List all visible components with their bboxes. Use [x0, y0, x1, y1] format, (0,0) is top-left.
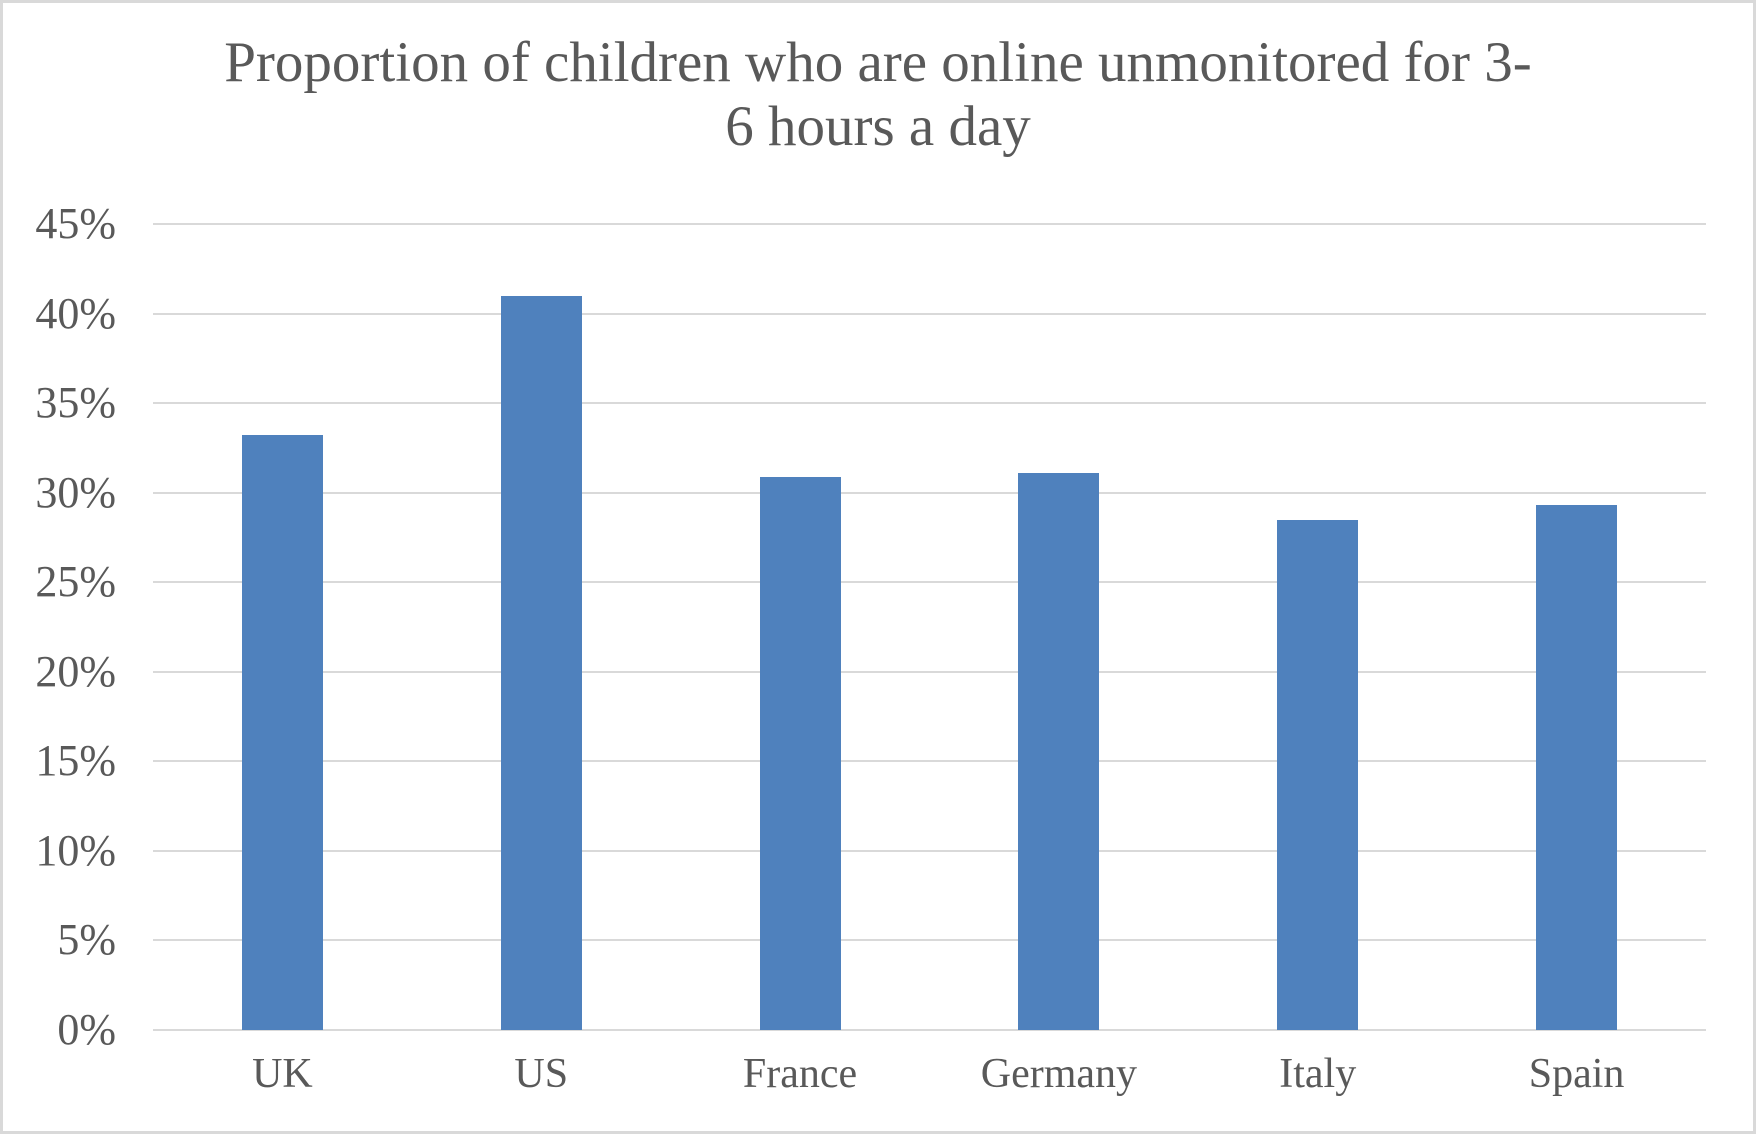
bar-uk [241, 435, 323, 1030]
y-axis-tick-label: 30% [35, 467, 116, 517]
gridline-35pct [153, 402, 1706, 405]
x-axis-category-label: US [514, 1051, 569, 1097]
gridline-25pct [153, 581, 1706, 584]
y-axis-tick-label: 5% [57, 915, 116, 965]
bar-italy [1277, 519, 1359, 1030]
chart-title: Proportion of children who are online un… [3, 31, 1753, 159]
y-axis-tick-label: 15% [35, 736, 116, 786]
gridline-0pct [153, 1029, 1706, 1031]
x-axis-category-label: Germany [980, 1051, 1138, 1097]
y-axis-tick-label: 20% [35, 646, 116, 696]
y-axis-tick-label: 25% [35, 557, 116, 607]
x-axis-category-label: UK [252, 1051, 313, 1097]
y-axis-tick-label: 10% [35, 825, 116, 875]
bar-us [500, 295, 582, 1030]
chart-title-line-2: 6 hours a day [725, 95, 1031, 158]
y-axis-tick-label: 0% [57, 1005, 116, 1054]
gridline-20pct [153, 670, 1706, 673]
bar-france [759, 476, 841, 1030]
y-axis-tick-label: 40% [35, 288, 116, 338]
x-axis-category-label: France [742, 1051, 858, 1097]
gridline-40pct [153, 312, 1706, 315]
gridline-30pct [153, 491, 1706, 494]
bar-spain [1536, 505, 1618, 1030]
y-axis-tick-label: 45% [35, 199, 116, 248]
gridline-15pct [153, 760, 1706, 763]
x-axis-category-label: Spain [1528, 1051, 1625, 1097]
x-axis-category-label: Italy [1279, 1051, 1357, 1097]
gridline-5pct [153, 939, 1706, 942]
gridline-45pct [153, 223, 1706, 225]
bar-germany [1018, 472, 1100, 1030]
y-axis-tick-label: 35% [35, 378, 116, 428]
chart-title-line-1: Proportion of children who are online un… [224, 31, 1532, 94]
gridline-10pct [153, 849, 1706, 852]
